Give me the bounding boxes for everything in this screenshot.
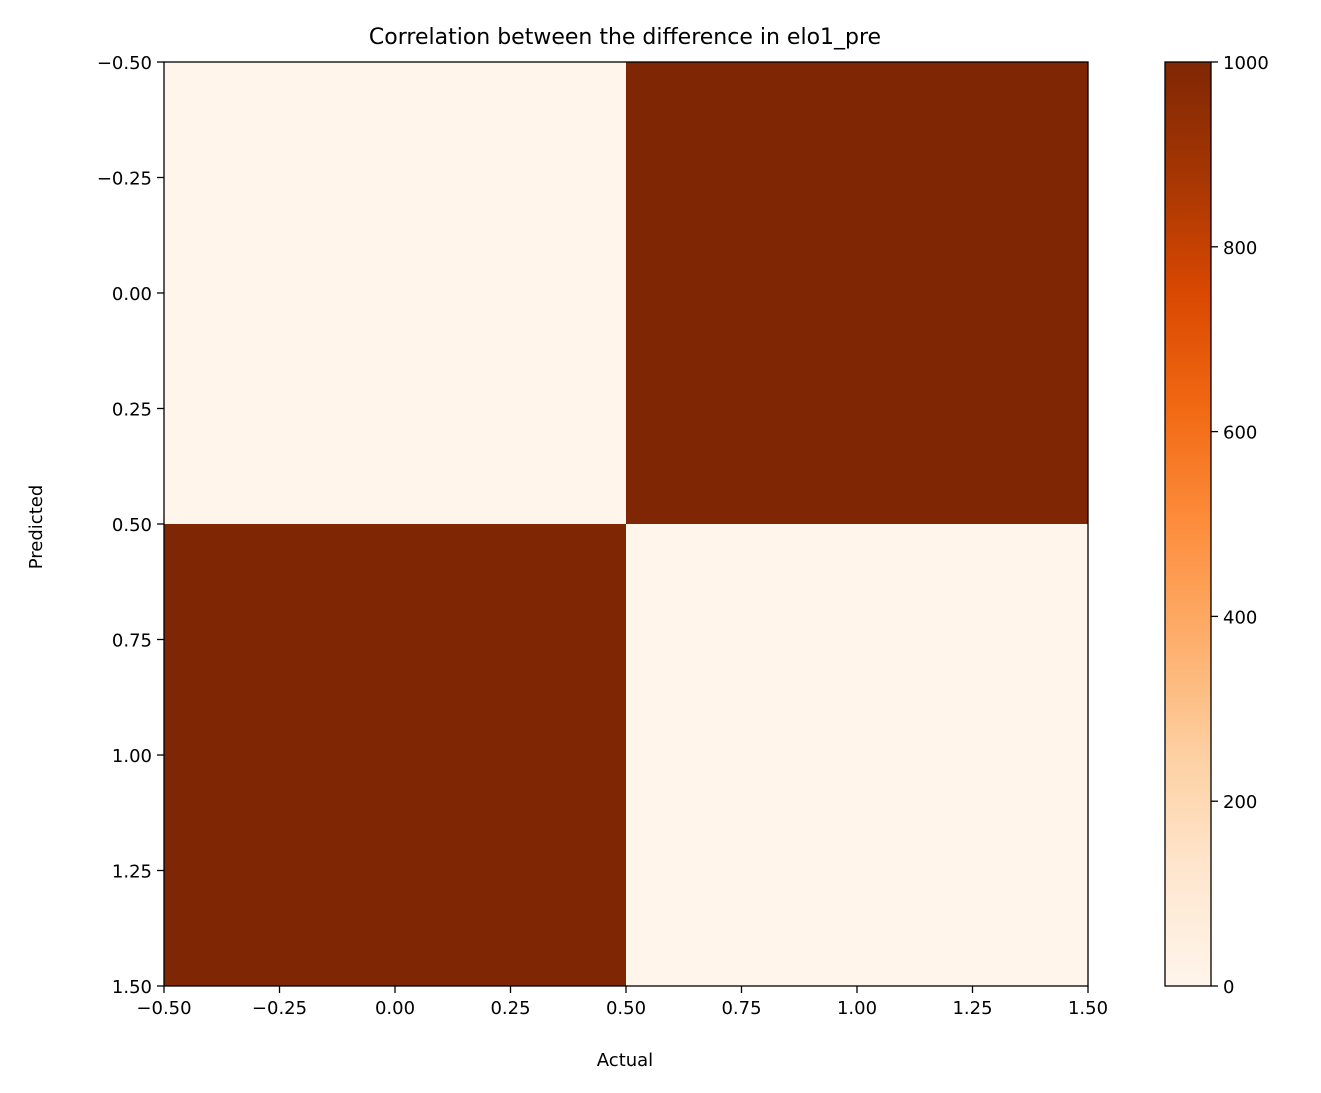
y-tick-label: −0.50 xyxy=(97,53,152,74)
heatmap-cell xyxy=(626,524,1088,986)
colorbar-tick-label: 0 xyxy=(1223,977,1234,998)
x-tick-label: 1.00 xyxy=(837,998,877,1019)
colorbar-tick-label: 600 xyxy=(1223,423,1257,444)
heatmap-cell xyxy=(626,62,1088,524)
heatmap-cells xyxy=(164,62,1088,986)
colorbar-ticks: 0 200 400 600 800 1000 xyxy=(1211,53,1269,998)
x-tick-label: 0.25 xyxy=(490,998,530,1019)
x-tick-label: 0.75 xyxy=(721,998,761,1019)
y-tick-label: 0.00 xyxy=(112,284,152,305)
colorbar-tick-label: 400 xyxy=(1223,607,1257,628)
y-tick-label: 1.00 xyxy=(112,746,152,767)
x-axis-label: Actual xyxy=(597,1050,653,1071)
y-tick-label: 0.50 xyxy=(112,515,152,536)
colorbar-tick-label: 1000 xyxy=(1223,53,1269,74)
y-tick-label: 0.75 xyxy=(112,631,152,652)
colorbar-tick-label: 800 xyxy=(1223,238,1257,259)
x-tick-label: 0.00 xyxy=(375,998,415,1019)
chart-title: Correlation between the difference in el… xyxy=(369,25,881,50)
y-axis-ticks: −0.50 −0.25 0.00 0.25 0.50 0.75 1.00 1.25 1.50 xyxy=(97,53,164,998)
heatmap-cell xyxy=(164,62,626,524)
y-tick-label: 1.50 xyxy=(112,977,152,998)
heatmap-cell xyxy=(164,524,626,986)
x-tick-label: −0.25 xyxy=(252,998,307,1019)
colorbar xyxy=(1164,61,1212,987)
x-tick-label: 1.50 xyxy=(1068,998,1108,1019)
x-tick-label: 1.25 xyxy=(952,998,992,1019)
x-tick-label: −0.50 xyxy=(136,998,191,1019)
x-tick-label: 0.50 xyxy=(606,998,646,1019)
y-tick-label: 0.25 xyxy=(112,400,152,421)
y-tick-label: −0.25 xyxy=(97,169,152,190)
x-axis-ticks: −0.50 −0.25 0.00 0.25 0.50 0.75 1.00 1.25 1.50 xyxy=(136,986,1108,1019)
colorbar-tick-label: 200 xyxy=(1223,792,1257,813)
y-tick-label: 1.25 xyxy=(112,862,152,883)
y-axis-label: Predicted xyxy=(26,485,47,570)
